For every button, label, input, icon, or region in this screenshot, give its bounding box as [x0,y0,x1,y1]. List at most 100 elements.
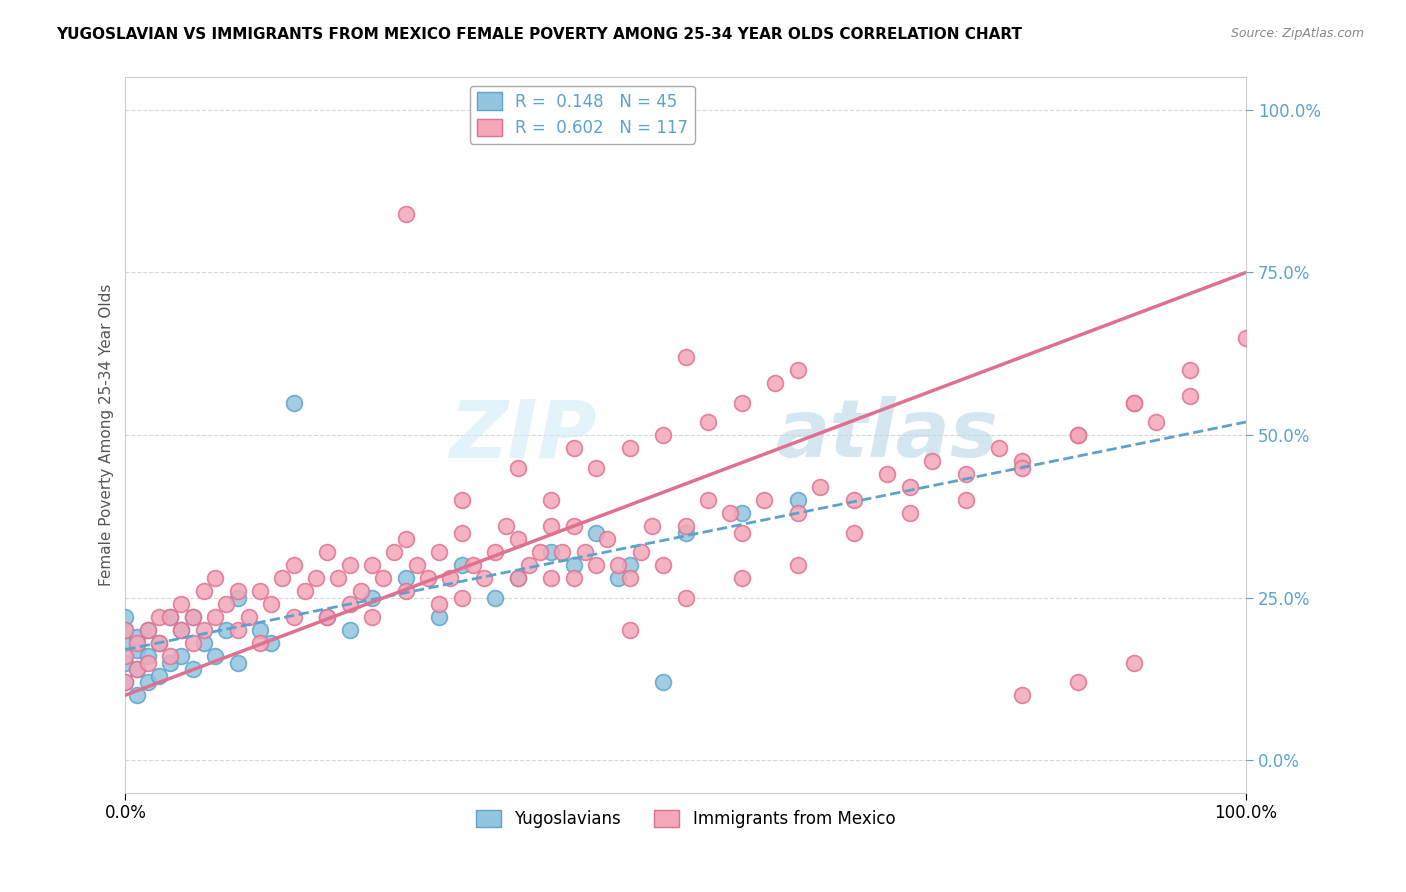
Text: ZIP: ZIP [449,396,596,474]
Point [361,558,384,573]
Point [215,623,238,637]
Point [1122,395,1144,409]
Point [652,675,675,690]
Point [506,532,529,546]
Point [439,571,461,585]
Point [921,454,943,468]
Point [294,584,316,599]
Point [204,610,226,624]
Point [607,558,630,573]
Point [316,545,339,559]
Point [339,623,361,637]
Point [450,493,472,508]
Point [1011,688,1033,702]
Point [260,597,283,611]
Point [619,623,641,637]
Point [619,558,641,573]
Point [484,545,506,559]
Point [125,630,148,644]
Point [170,597,193,611]
Point [619,441,641,455]
Point [562,519,585,533]
Point [181,662,204,676]
Point [427,610,450,624]
Point [238,610,260,624]
Point [226,584,249,599]
Point [675,591,697,605]
Point [316,610,339,624]
Point [540,493,562,508]
Point [136,649,159,664]
Point [170,623,193,637]
Point [752,493,775,508]
Y-axis label: Female Poverty Among 25-34 Year Olds: Female Poverty Among 25-34 Year Olds [100,284,114,586]
Point [842,493,865,508]
Point [125,688,148,702]
Point [786,493,808,508]
Point [114,675,136,690]
Point [596,532,619,546]
Point [136,623,159,637]
Point [181,610,204,624]
Point [731,395,754,409]
Point [316,610,339,624]
Point [1067,428,1090,442]
Point [305,571,328,585]
Point [450,591,472,605]
Point [472,571,495,585]
Point [283,395,305,409]
Point [416,571,439,585]
Point [898,480,921,494]
Point [427,597,450,611]
Point [842,525,865,540]
Point [731,571,754,585]
Point [159,610,181,624]
Point [450,525,472,540]
Text: YUGOSLAVIAN VS IMMIGRANTS FROM MEXICO FEMALE POVERTY AMONG 25-34 YEAR OLDS CORRE: YUGOSLAVIAN VS IMMIGRANTS FROM MEXICO FE… [56,27,1022,42]
Point [193,623,215,637]
Point [585,525,607,540]
Point [1067,675,1090,690]
Point [394,207,416,221]
Point [607,571,630,585]
Point [249,636,271,650]
Point [675,525,697,540]
Point [361,610,384,624]
Point [159,656,181,670]
Point [136,675,159,690]
Point [159,649,181,664]
Point [170,649,193,664]
Point [551,545,574,559]
Point [484,591,506,605]
Point [562,558,585,573]
Point [675,350,697,364]
Point [339,558,361,573]
Point [697,493,720,508]
Point [283,610,305,624]
Point [148,668,170,682]
Point [641,519,664,533]
Point [125,662,148,676]
Point [394,532,416,546]
Point [876,467,898,481]
Point [339,597,361,611]
Point [808,480,831,494]
Point [114,636,136,650]
Point [1234,330,1257,344]
Point [786,363,808,377]
Point [204,571,226,585]
Point [506,571,529,585]
Point [125,662,148,676]
Point [495,519,517,533]
Point [630,545,652,559]
Point [731,506,754,520]
Legend: Yugoslavians, Immigrants from Mexico: Yugoslavians, Immigrants from Mexico [470,803,903,834]
Point [955,467,977,481]
Point [562,441,585,455]
Point [114,649,136,664]
Point [540,519,562,533]
Point [114,656,136,670]
Point [249,623,271,637]
Point [1178,389,1201,403]
Text: Source: ZipAtlas.com: Source: ZipAtlas.com [1230,27,1364,40]
